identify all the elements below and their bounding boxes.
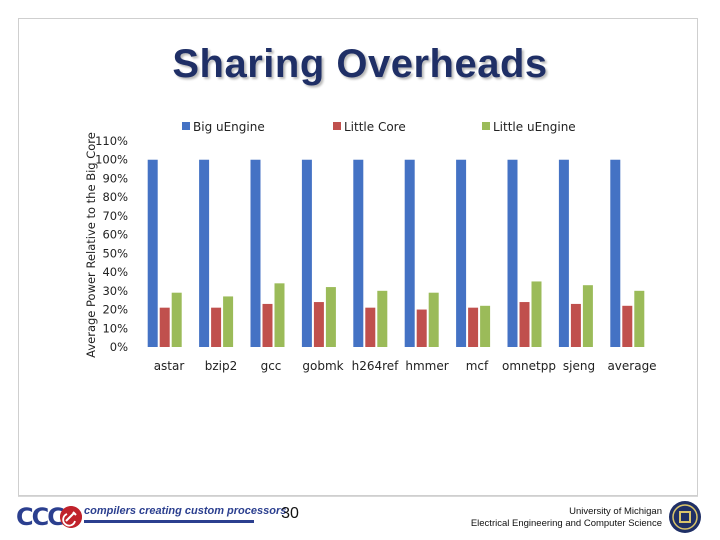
bar-little-core-mcf xyxy=(468,307,479,347)
x-axis-ticks: astar bzip2 gcc gobmk h264ref hmmer mcf omnetpp… xyxy=(154,359,657,373)
logo-text: CCC xyxy=(16,503,65,531)
footer-tagline: compilers creating custom processors xyxy=(84,505,287,517)
bar-little-uengine-gobmk xyxy=(325,287,336,347)
y-tick-label: 80% xyxy=(102,190,128,204)
legend-swatch-little-uengine xyxy=(482,122,490,130)
bar-little-core-gobmk xyxy=(313,302,324,347)
bar-big-uengine-sjeng xyxy=(558,159,569,347)
legend-swatch-little-core xyxy=(333,122,341,130)
bar-big-uengine-omnetpp xyxy=(507,159,518,347)
y-tick-label: 0% xyxy=(110,340,128,354)
y-tick-label: 40% xyxy=(102,265,128,279)
tagline-underline xyxy=(84,520,254,523)
x-tick-label: bzip2 xyxy=(205,359,238,373)
x-tick-label: h264ref xyxy=(352,359,400,373)
x-tick-label: gobmk xyxy=(302,359,343,373)
y-axis-label: Average Power Relative to the Big Core xyxy=(84,132,98,358)
bar-little-core-h264ref xyxy=(365,307,376,347)
bar-little-uengine-astar xyxy=(171,292,182,347)
ccc-logo: CCC xyxy=(16,503,82,533)
bar-little-uengine-mcf xyxy=(480,305,491,347)
legend-label-little-uengine: Little uEngine xyxy=(493,120,576,134)
bar-little-uengine-gcc xyxy=(274,283,285,347)
legend: Big uEngine Little Core Little uEngine xyxy=(182,120,576,134)
bar-little-uengine-h264ref xyxy=(377,290,388,347)
bar-big-uengine-mcf xyxy=(456,159,467,347)
bars xyxy=(147,159,645,347)
bar-little-core-sjeng xyxy=(570,303,581,347)
y-tick-label: 90% xyxy=(102,171,128,185)
y-axis-label-group: Average Power Relative to the Big Core xyxy=(84,132,98,358)
slide-title: Sharing Overheads xyxy=(172,42,548,86)
bar-little-uengine-sjeng xyxy=(582,285,593,347)
footer-affiliation: University of Michigan Electrical Engine… xyxy=(471,506,662,530)
y-tick-label: 30% xyxy=(102,284,128,298)
bar-little-core-gcc xyxy=(262,303,273,347)
bar-big-uengine-h264ref xyxy=(353,159,364,347)
bar-little-uengine-omnetpp xyxy=(531,281,542,347)
bar-little-core-average xyxy=(622,305,633,347)
x-tick-label: omnetpp xyxy=(502,359,556,373)
bar-little-core-bzip2 xyxy=(211,307,222,347)
affiliation-university: University of Michigan xyxy=(569,506,662,517)
bar-little-core-hmmer xyxy=(416,309,427,347)
y-tick-label: 60% xyxy=(102,228,128,242)
bar-big-uengine-hmmer xyxy=(404,159,415,347)
hammer-sickle-icon xyxy=(60,506,82,528)
bar-big-uengine-bzip2 xyxy=(199,159,210,347)
bar-big-uengine-gcc xyxy=(250,159,261,347)
affiliation-department: Electrical Engineering and Computer Scie… xyxy=(470,518,662,529)
y-axis-ticks: 0% 10% 20% 30% 40% 50% 60% 70% 80% 90% 100% 110% xyxy=(95,134,128,354)
bar-little-uengine-hmmer xyxy=(428,292,439,347)
y-tick-label: 100% xyxy=(95,153,128,167)
bar-little-uengine-average xyxy=(634,290,645,347)
x-tick-label: astar xyxy=(154,359,185,373)
page-number: 30 xyxy=(281,505,299,522)
y-tick-label: 70% xyxy=(102,209,128,223)
y-tick-label: 10% xyxy=(102,321,128,335)
bar-big-uengine-gobmk xyxy=(301,159,312,347)
y-tick-label: 110% xyxy=(95,134,128,148)
legend-swatch-big-uengine xyxy=(182,122,190,130)
bar-little-core-astar xyxy=(159,307,170,347)
legend-label-big-uengine: Big uEngine xyxy=(193,120,265,134)
x-tick-label: hmmer xyxy=(405,359,448,373)
bar-little-uengine-bzip2 xyxy=(223,296,234,347)
x-tick-label: mcf xyxy=(466,359,489,373)
bar-big-uengine-average xyxy=(610,159,621,347)
x-tick-label: average xyxy=(607,359,656,373)
university-seal-icon xyxy=(669,501,701,533)
legend-label-little-core: Little Core xyxy=(344,120,406,134)
x-tick-label: gcc xyxy=(261,359,282,373)
y-tick-label: 20% xyxy=(102,303,128,317)
bar-big-uengine-astar xyxy=(147,159,158,347)
y-tick-label: 50% xyxy=(102,246,128,260)
footer-divider xyxy=(18,496,698,497)
bar-little-core-omnetpp xyxy=(519,302,530,347)
x-tick-label: sjeng xyxy=(563,359,595,373)
